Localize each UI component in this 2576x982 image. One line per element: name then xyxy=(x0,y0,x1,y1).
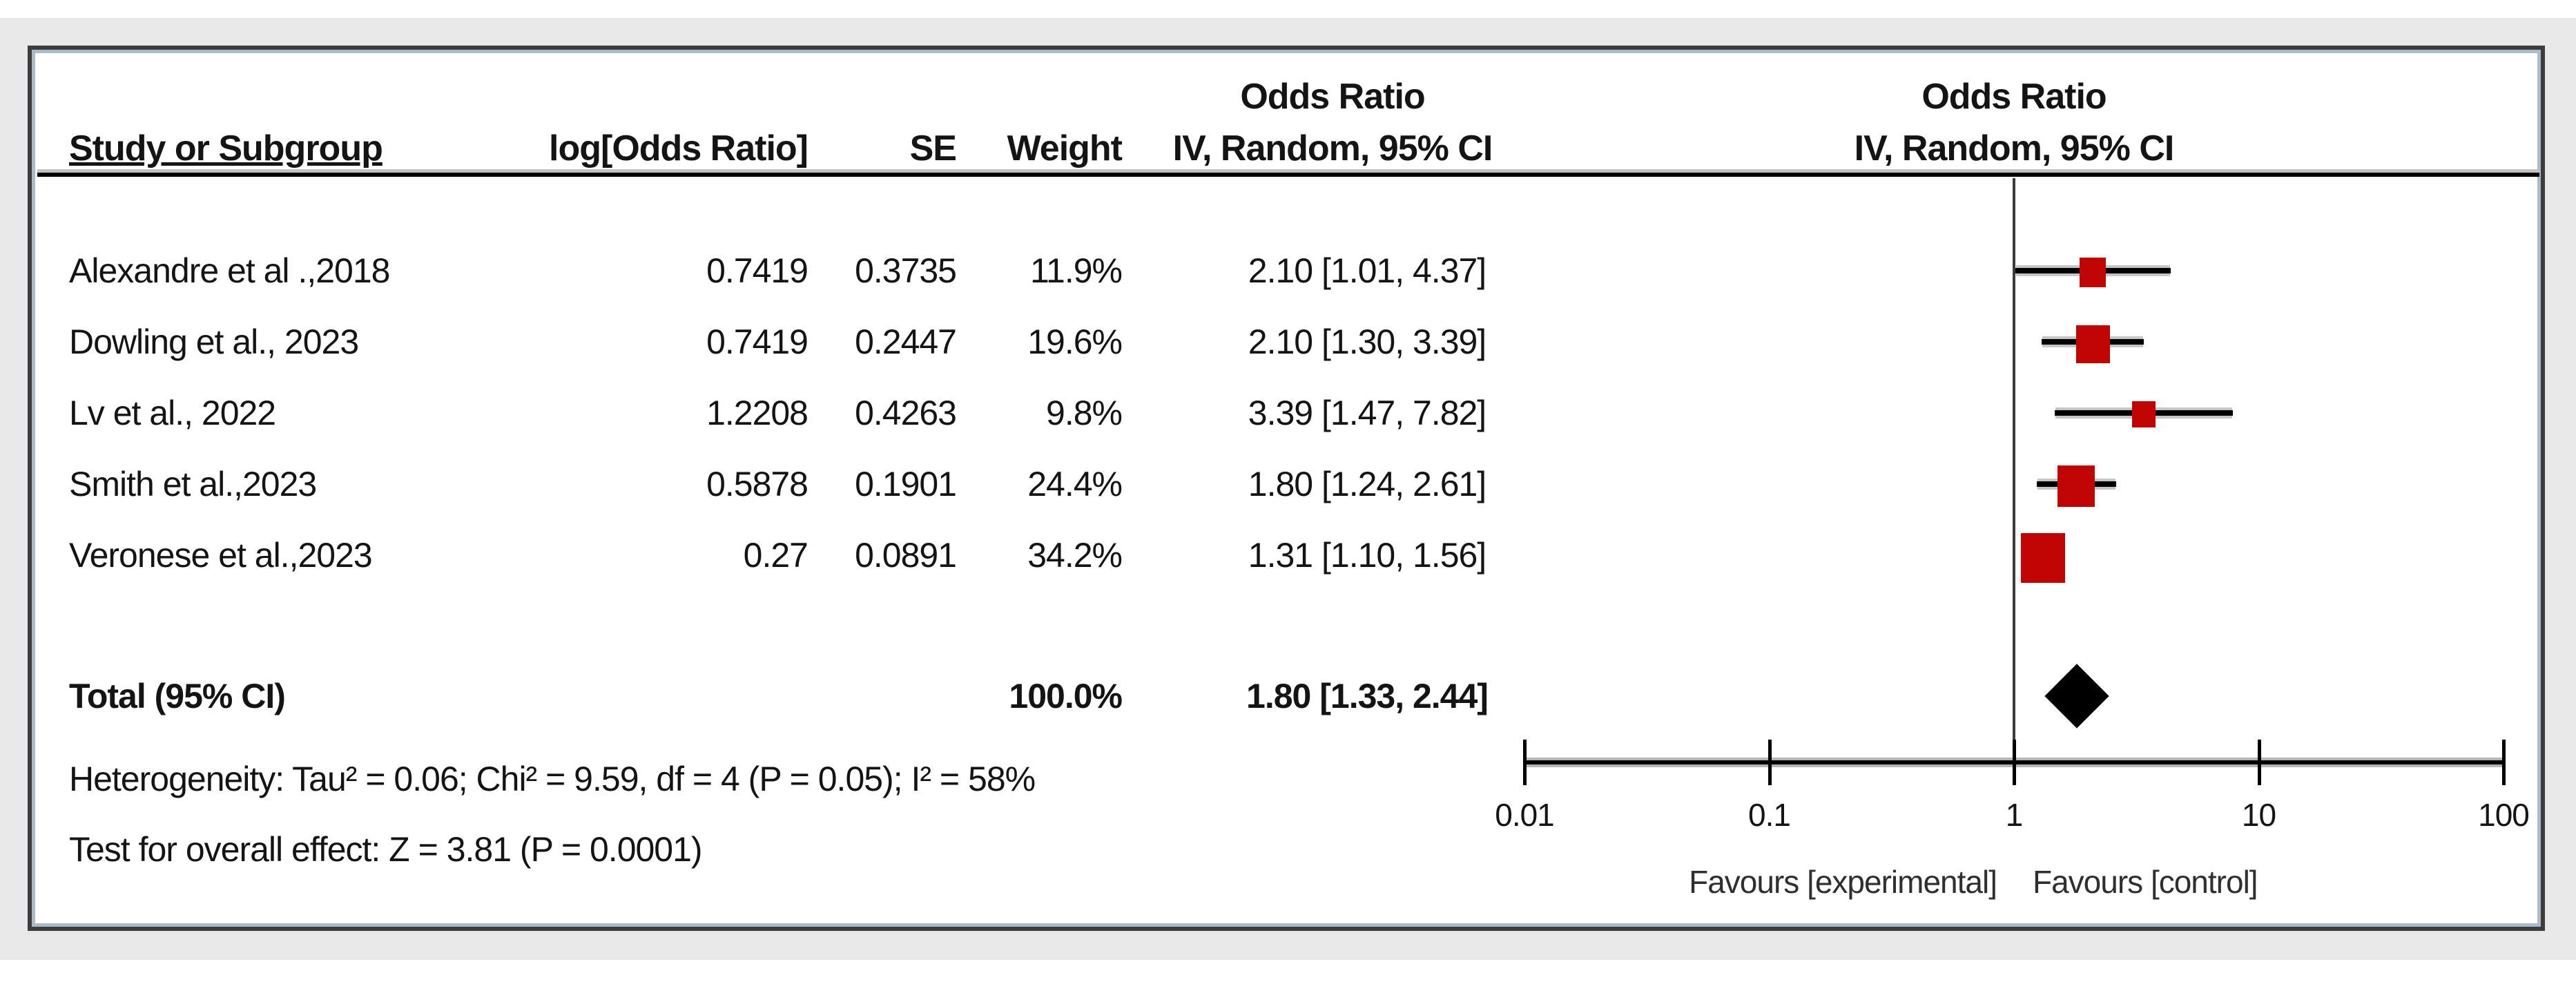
study-name: Lv et al., 2022 xyxy=(69,394,276,432)
study-weight-marker xyxy=(2057,465,2095,507)
total-label: Total (95% CI) xyxy=(69,677,286,715)
axis-tick-mark xyxy=(1768,740,1772,785)
study-ci-text: 3.39 [1.47, 7.82] xyxy=(1248,394,1486,432)
favours-control-label: Favours [control] xyxy=(2033,864,2258,900)
col-header-plot-ci: IV, Random, 95% CI xyxy=(1854,128,2175,169)
header-rule xyxy=(37,173,2539,177)
study-ci-text: 1.31 [1.10, 1.56] xyxy=(1248,536,1486,575)
heterogeneity-text: Heterogeneity: Tau² = 0.06; Chi² = 9.59,… xyxy=(69,760,1036,798)
axis-tick-label: 0.1 xyxy=(1748,797,1791,833)
study-weight: 34.2% xyxy=(1027,536,1123,575)
study-logor: 0.5878 xyxy=(706,465,808,503)
axis-tick-label: 100 xyxy=(2478,797,2530,833)
study-se: 0.0891 xyxy=(855,536,957,575)
study-weight: 11.9% xyxy=(1029,251,1123,290)
total-ci-text: 1.80 [1.33, 2.44] xyxy=(1246,677,1489,715)
study-weight-marker xyxy=(2075,325,2110,363)
axis-tick-mark xyxy=(2502,740,2506,785)
axis-tick-label: 10 xyxy=(2241,797,2276,833)
effect-column-title: Odds Ratio xyxy=(1240,77,1425,117)
study-logor: 0.7419 xyxy=(706,322,808,361)
study-logor: 0.27 xyxy=(743,536,808,575)
plot-column-title: Odds Ratio xyxy=(1921,77,2107,117)
study-logor: 0.7419 xyxy=(706,251,808,290)
study-weight: 9.8% xyxy=(1046,394,1123,432)
study-ci-text: 2.10 [1.30, 3.39] xyxy=(1248,322,1486,361)
study-ci-text: 1.80 [1.24, 2.61] xyxy=(1248,465,1486,503)
study-logor: 1.2208 xyxy=(706,394,808,432)
study-name: Alexandre et al .,2018 xyxy=(69,251,390,290)
study-se: 0.4263 xyxy=(855,394,957,432)
plot-frame xyxy=(28,46,2545,931)
study-weight: 19.6% xyxy=(1027,322,1123,361)
study-weight-marker xyxy=(2020,533,2065,583)
axis-tick-mark xyxy=(1523,740,1527,785)
study-name: Dowling et al., 2023 xyxy=(69,322,359,361)
axis-tick-label: 1 xyxy=(2005,797,2024,833)
col-header-logor: log[Odds Ratio] xyxy=(549,128,808,169)
col-header-effect-ci: IV, Random, 95% CI xyxy=(1172,128,1493,169)
study-weight: 24.4% xyxy=(1027,465,1123,503)
study-se: 0.3735 xyxy=(855,251,957,290)
favours-experimental-label: Favours [experimental] xyxy=(1689,864,1997,900)
axis-tick-label: 0.01 xyxy=(1495,797,1555,833)
summary-diamond xyxy=(2044,664,2109,729)
study-ci-text: 2.10 [1.01, 4.37] xyxy=(1248,251,1486,290)
col-header-study: Study or Subgroup xyxy=(69,128,383,169)
study-se: 0.2447 xyxy=(855,322,957,361)
col-header-weight: Weight xyxy=(1007,128,1123,169)
overall-effect-text: Test for overall effect: Z = 3.81 (P = 0… xyxy=(69,830,703,869)
study-name: Smith et al.,2023 xyxy=(69,465,317,503)
study-weight-marker xyxy=(2080,258,2107,287)
col-header-se: SE xyxy=(909,128,957,169)
study-weight-marker xyxy=(2131,401,2156,427)
axis-tick-mark xyxy=(2013,740,2016,785)
axis-tick-mark xyxy=(2257,740,2261,785)
plot-frame-inner-bevel xyxy=(32,50,2541,927)
study-name: Veronese et al.,2023 xyxy=(69,536,373,575)
no-effect-line xyxy=(2013,178,2015,762)
total-weight: 100.0% xyxy=(1009,677,1123,715)
study-se: 0.1901 xyxy=(855,465,957,503)
